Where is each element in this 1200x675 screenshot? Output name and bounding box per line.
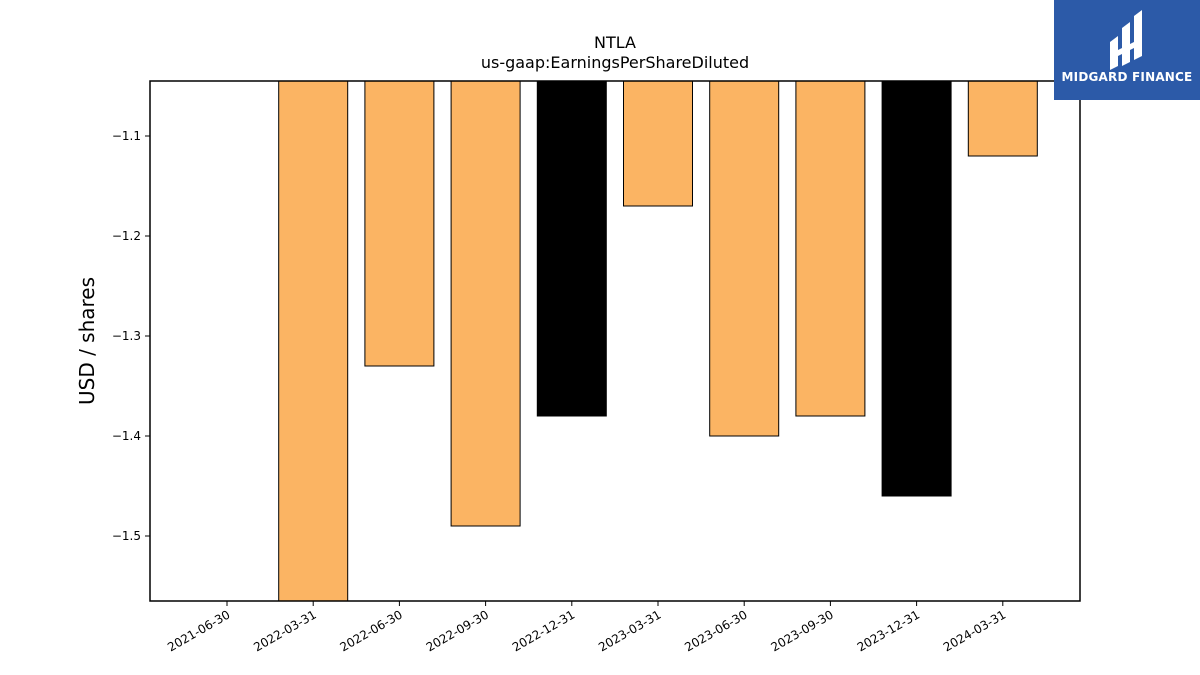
y-axis: −1.1 −1.2 −1.3 −1.4 −1.5 [112,129,150,543]
x-axis: 2021-06-30 2022-03-31 2022-06-30 2022-09-30… [165,601,1008,654]
midgard-finance-logo: MIDGARD FINANCE [1054,0,1200,100]
x-tick-label: 2023-03-31 [596,607,663,654]
y-tick-label: −1.5 [112,529,141,543]
chart-title: NTLA [594,33,636,52]
bar-2022-06-30 [364,80,435,367]
x-tick-label: 2022-12-31 [510,607,577,654]
bar-2022-09-30 [450,80,521,527]
bar-2023-06-30 [709,80,780,437]
y-tick-label: −1.2 [112,229,141,243]
logo-text: MIDGARD FINANCE [1061,70,1193,84]
x-tick-label: 2023-09-30 [768,607,835,654]
bars-group [278,80,1038,602]
chart-subtitle: us-gaap:EarningsPerShareDiluted [481,53,749,72]
bar-2022-12-31 [536,80,607,417]
x-tick-label: 2023-12-31 [855,607,922,654]
bar-2023-09-30 [795,80,866,417]
bar-2023-03-31 [623,80,693,207]
x-tick-label: 2022-03-31 [251,607,318,654]
bar-2023-12-31 [881,80,952,497]
y-tick-label: −1.4 [112,429,141,443]
plot-frame [149,80,1081,602]
y-axis-label: USD / shares [75,277,99,405]
bar-2022-03-31 [278,80,349,602]
bar-2024-03-31 [967,80,1038,157]
y-tick-label: −1.1 [112,129,141,143]
x-tick-label: 2024-03-31 [941,607,1008,654]
y-tick-label: −1.3 [112,329,141,343]
midgard-logo-icon [1054,0,1200,100]
x-tick-label: 2023-06-30 [682,607,749,654]
x-tick-label: 2022-09-30 [424,607,491,654]
x-tick-label: 2021-06-30 [165,607,232,654]
x-tick-label: 2022-06-30 [337,607,404,654]
